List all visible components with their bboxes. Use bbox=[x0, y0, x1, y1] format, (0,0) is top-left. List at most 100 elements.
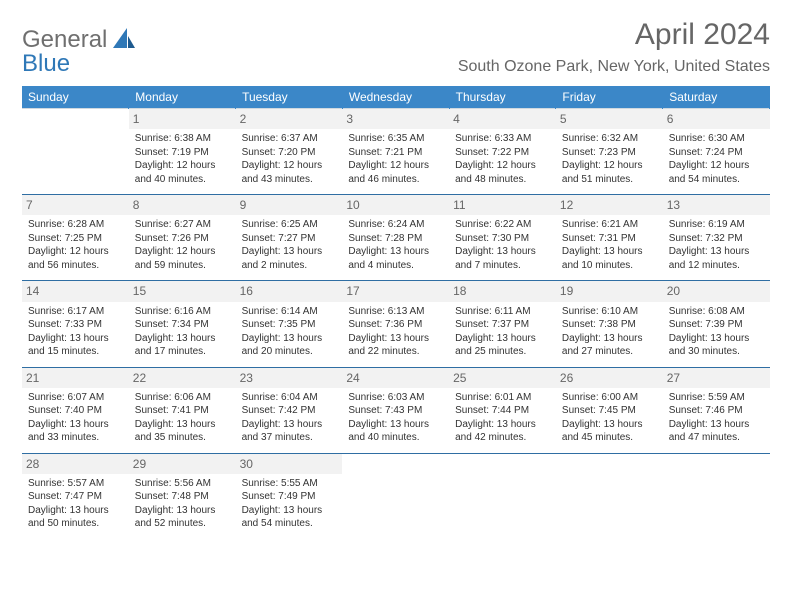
daylight-text: and 51 minutes. bbox=[562, 173, 657, 187]
calendar-day-cell: 20Sunrise: 6:08 AMSunset: 7:39 PMDayligh… bbox=[663, 281, 770, 367]
daylight-text: Daylight: 13 hours bbox=[669, 418, 764, 432]
calendar-day-cell: 2Sunrise: 6:37 AMSunset: 7:20 PMDaylight… bbox=[236, 109, 343, 195]
calendar-week-row: 21Sunrise: 6:07 AMSunset: 7:40 PMDayligh… bbox=[22, 367, 770, 453]
sunrise-text: Sunrise: 6:27 AM bbox=[135, 218, 230, 232]
daylight-text: and 42 minutes. bbox=[455, 431, 550, 445]
day-number: 9 bbox=[236, 195, 343, 215]
sunset-text: Sunset: 7:35 PM bbox=[242, 318, 337, 332]
sunrise-text: Sunrise: 6:19 AM bbox=[669, 218, 764, 232]
daylight-text: and 40 minutes. bbox=[135, 173, 230, 187]
weekday-header: Sunday bbox=[22, 86, 129, 109]
sunset-text: Sunset: 7:33 PM bbox=[28, 318, 123, 332]
sunset-text: Sunset: 7:37 PM bbox=[455, 318, 550, 332]
day-number: 15 bbox=[129, 281, 236, 301]
day-number: 30 bbox=[236, 454, 343, 474]
sunset-text: Sunset: 7:28 PM bbox=[348, 232, 443, 246]
calendar-day-cell: 5Sunrise: 6:32 AMSunset: 7:23 PMDaylight… bbox=[556, 109, 663, 195]
sunset-text: Sunset: 7:27 PM bbox=[242, 232, 337, 246]
sunrise-text: Sunrise: 6:30 AM bbox=[669, 132, 764, 146]
calendar-day-cell: 29Sunrise: 5:56 AMSunset: 7:48 PMDayligh… bbox=[129, 453, 236, 539]
daylight-text: Daylight: 13 hours bbox=[135, 332, 230, 346]
daylight-text: Daylight: 13 hours bbox=[28, 504, 123, 518]
daylight-text: and 12 minutes. bbox=[669, 259, 764, 273]
day-number: 21 bbox=[22, 368, 129, 388]
calendar-day-cell: 15Sunrise: 6:16 AMSunset: 7:34 PMDayligh… bbox=[129, 281, 236, 367]
daylight-text: and 33 minutes. bbox=[28, 431, 123, 445]
day-number: 29 bbox=[129, 454, 236, 474]
sunrise-text: Sunrise: 5:57 AM bbox=[28, 477, 123, 491]
daylight-text: Daylight: 12 hours bbox=[455, 159, 550, 173]
calendar-day-cell: 7Sunrise: 6:28 AMSunset: 7:25 PMDaylight… bbox=[22, 195, 129, 281]
daylight-text: Daylight: 12 hours bbox=[242, 159, 337, 173]
calendar-day-cell: 11Sunrise: 6:22 AMSunset: 7:30 PMDayligh… bbox=[449, 195, 556, 281]
sunrise-text: Sunrise: 6:33 AM bbox=[455, 132, 550, 146]
day-number: 16 bbox=[236, 281, 343, 301]
calendar-week-row: 7Sunrise: 6:28 AMSunset: 7:25 PMDaylight… bbox=[22, 195, 770, 281]
calendar-day-cell: 23Sunrise: 6:04 AMSunset: 7:42 PMDayligh… bbox=[236, 367, 343, 453]
daylight-text: and 40 minutes. bbox=[348, 431, 443, 445]
logo: General bbox=[22, 18, 137, 54]
daylight-text: and 45 minutes. bbox=[562, 431, 657, 445]
day-number: 28 bbox=[22, 454, 129, 474]
daylight-text: and 15 minutes. bbox=[28, 345, 123, 359]
day-number: 12 bbox=[556, 195, 663, 215]
daylight-text: Daylight: 13 hours bbox=[135, 504, 230, 518]
sunrise-text: Sunrise: 6:14 AM bbox=[242, 305, 337, 319]
daylight-text: and 25 minutes. bbox=[455, 345, 550, 359]
daylight-text: Daylight: 13 hours bbox=[669, 332, 764, 346]
sunset-text: Sunset: 7:48 PM bbox=[135, 490, 230, 504]
month-title: April 2024 bbox=[458, 18, 770, 52]
sunrise-text: Sunrise: 6:28 AM bbox=[28, 218, 123, 232]
sunset-text: Sunset: 7:34 PM bbox=[135, 318, 230, 332]
daylight-text: Daylight: 13 hours bbox=[562, 418, 657, 432]
daylight-text: and 35 minutes. bbox=[135, 431, 230, 445]
sunset-text: Sunset: 7:32 PM bbox=[669, 232, 764, 246]
daylight-text: and 48 minutes. bbox=[455, 173, 550, 187]
sunrise-text: Sunrise: 6:35 AM bbox=[348, 132, 443, 146]
calendar-week-row: 1Sunrise: 6:38 AMSunset: 7:19 PMDaylight… bbox=[22, 109, 770, 195]
calendar-table: Sunday Monday Tuesday Wednesday Thursday… bbox=[22, 86, 770, 539]
day-number: 1 bbox=[129, 109, 236, 129]
daylight-text: Daylight: 13 hours bbox=[28, 418, 123, 432]
sunrise-text: Sunrise: 6:06 AM bbox=[135, 391, 230, 405]
calendar-day-cell: 6Sunrise: 6:30 AMSunset: 7:24 PMDaylight… bbox=[663, 109, 770, 195]
daylight-text: Daylight: 12 hours bbox=[28, 245, 123, 259]
sunset-text: Sunset: 7:44 PM bbox=[455, 404, 550, 418]
sunset-text: Sunset: 7:31 PM bbox=[562, 232, 657, 246]
weekday-header: Monday bbox=[129, 86, 236, 109]
sunset-text: Sunset: 7:41 PM bbox=[135, 404, 230, 418]
calendar-week-row: 28Sunrise: 5:57 AMSunset: 7:47 PMDayligh… bbox=[22, 453, 770, 539]
sunrise-text: Sunrise: 6:11 AM bbox=[455, 305, 550, 319]
weekday-header-row: Sunday Monday Tuesday Wednesday Thursday… bbox=[22, 86, 770, 109]
day-number: 25 bbox=[449, 368, 556, 388]
daylight-text: and 2 minutes. bbox=[242, 259, 337, 273]
weekday-header: Friday bbox=[556, 86, 663, 109]
daylight-text: and 56 minutes. bbox=[28, 259, 123, 273]
daylight-text: Daylight: 13 hours bbox=[562, 245, 657, 259]
daylight-text: Daylight: 13 hours bbox=[348, 332, 443, 346]
sunset-text: Sunset: 7:45 PM bbox=[562, 404, 657, 418]
sunset-text: Sunset: 7:26 PM bbox=[135, 232, 230, 246]
sunset-text: Sunset: 7:40 PM bbox=[28, 404, 123, 418]
day-number: 2 bbox=[236, 109, 343, 129]
calendar-day-cell: 24Sunrise: 6:03 AMSunset: 7:43 PMDayligh… bbox=[342, 367, 449, 453]
day-number: 26 bbox=[556, 368, 663, 388]
sunrise-text: Sunrise: 6:00 AM bbox=[562, 391, 657, 405]
calendar-day-cell: 18Sunrise: 6:11 AMSunset: 7:37 PMDayligh… bbox=[449, 281, 556, 367]
sunset-text: Sunset: 7:21 PM bbox=[348, 146, 443, 160]
calendar-day-cell: 3Sunrise: 6:35 AMSunset: 7:21 PMDaylight… bbox=[342, 109, 449, 195]
day-number: 17 bbox=[342, 281, 449, 301]
daylight-text: and 30 minutes. bbox=[669, 345, 764, 359]
calendar-day-cell bbox=[449, 453, 556, 539]
title-block: April 2024 South Ozone Park, New York, U… bbox=[458, 18, 770, 76]
day-number: 6 bbox=[663, 109, 770, 129]
calendar-day-cell: 16Sunrise: 6:14 AMSunset: 7:35 PMDayligh… bbox=[236, 281, 343, 367]
sunrise-text: Sunrise: 6:21 AM bbox=[562, 218, 657, 232]
day-number: 20 bbox=[663, 281, 770, 301]
day-number: 14 bbox=[22, 281, 129, 301]
calendar-day-cell: 17Sunrise: 6:13 AMSunset: 7:36 PMDayligh… bbox=[342, 281, 449, 367]
daylight-text: and 54 minutes. bbox=[242, 517, 337, 531]
daylight-text: Daylight: 13 hours bbox=[669, 245, 764, 259]
day-number: 13 bbox=[663, 195, 770, 215]
daylight-text: and 46 minutes. bbox=[348, 173, 443, 187]
